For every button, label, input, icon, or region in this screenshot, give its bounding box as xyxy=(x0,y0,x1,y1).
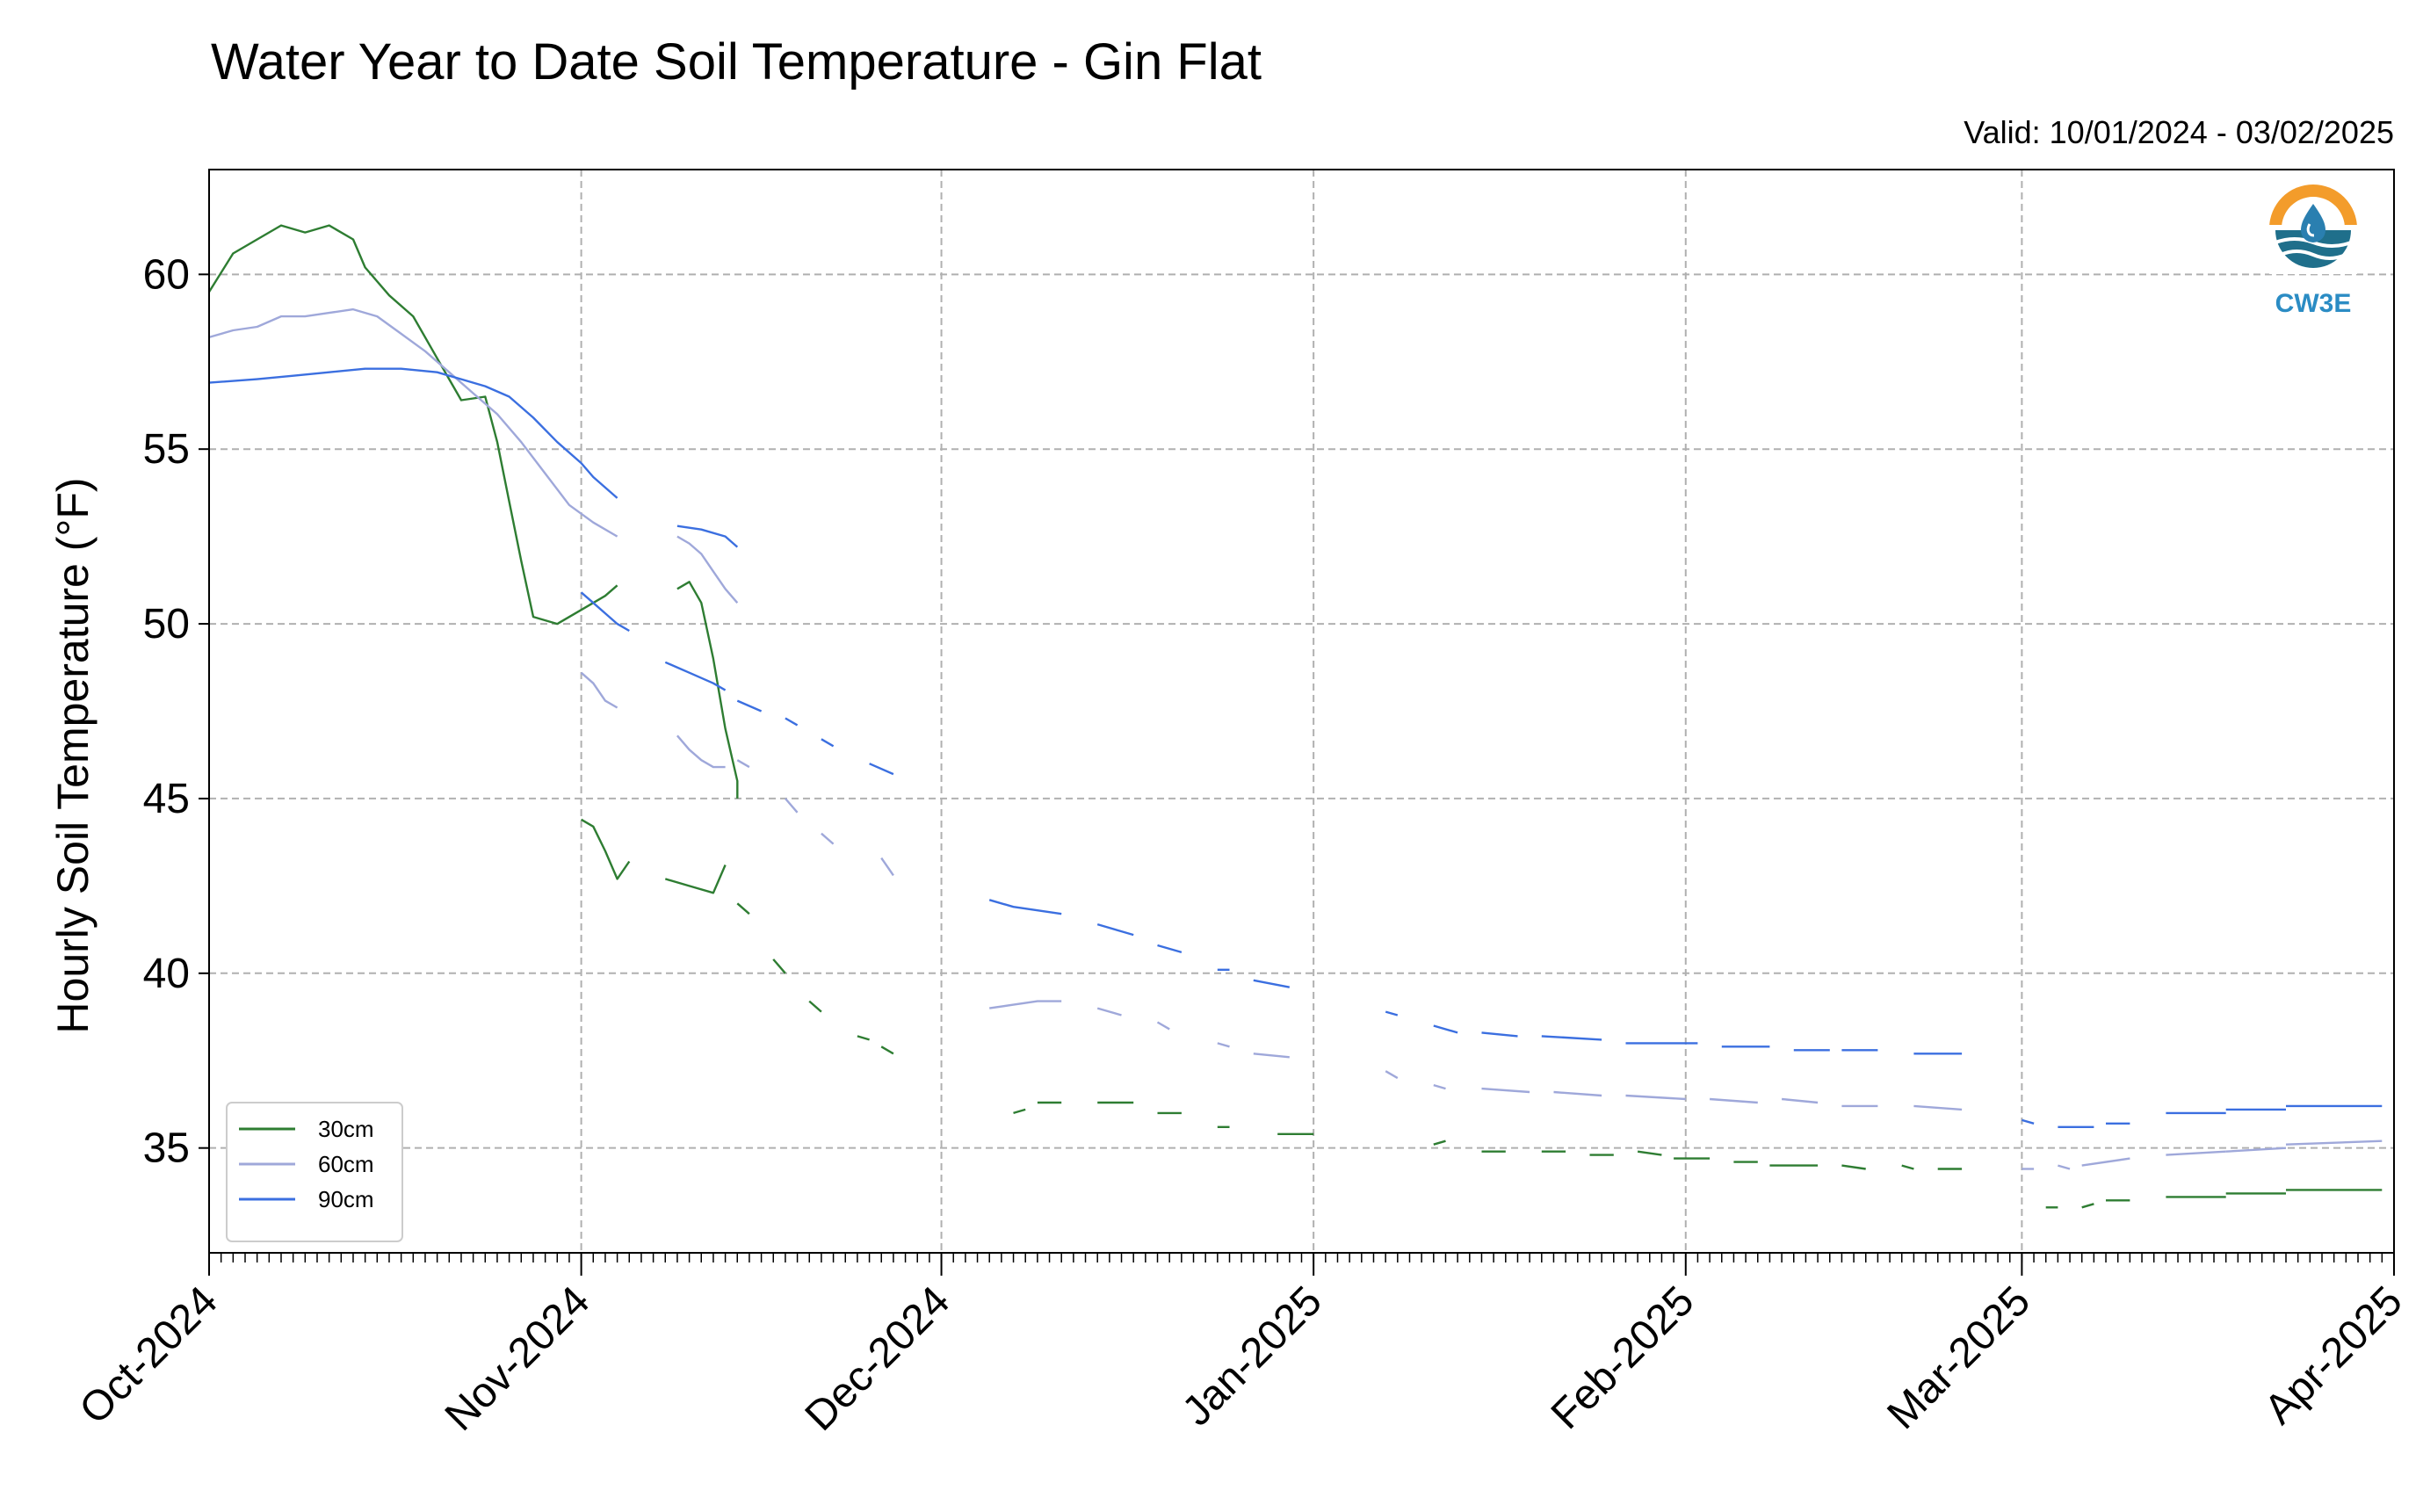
cw3e-logo-text: CW3E xyxy=(2275,289,2352,318)
series-60cm-line xyxy=(676,535,739,604)
series-30cm-line xyxy=(1013,1108,1026,1115)
chart-title: Water Year to Date Soil Temperature - Gi… xyxy=(211,33,1262,90)
y-tick-label: 60 xyxy=(143,251,190,298)
series-60cm-line xyxy=(2285,1139,2383,1146)
cw3e-logo-icon xyxy=(2269,184,2357,274)
series-30cm-line xyxy=(676,581,739,799)
series-60cm-line xyxy=(1481,1087,1530,1094)
series-60cm-line xyxy=(1385,1070,1399,1080)
series-60cm-line xyxy=(821,832,835,845)
x-tick-label: Nov-2024 xyxy=(437,1277,599,1440)
series-90cm-line xyxy=(869,763,894,776)
series-60cm-line xyxy=(580,671,618,709)
series-90cm-line xyxy=(736,699,763,713)
x-tick-label: Dec-2024 xyxy=(797,1277,959,1440)
y-tick-label: 40 xyxy=(143,951,190,997)
series-60cm-line xyxy=(1625,1094,1686,1101)
y-tick-label: 50 xyxy=(143,601,190,647)
series-60cm-line xyxy=(2058,1164,2071,1170)
y-tick-label: 45 xyxy=(143,776,190,822)
series-90cm-line xyxy=(1157,944,1183,954)
series-30cm-line xyxy=(736,902,750,915)
legend-label-60cm: 60cm xyxy=(318,1151,374,1177)
series-60cm-line xyxy=(2225,1147,2287,1153)
series-30cm-line xyxy=(1841,1164,1866,1170)
axis-ticks xyxy=(199,273,2395,1276)
series-60cm-line xyxy=(989,1000,1062,1009)
series-60cm-line xyxy=(208,307,618,538)
series-90cm-line xyxy=(580,591,630,633)
series-30cm-line xyxy=(772,959,786,974)
y-tick-label: 35 xyxy=(143,1125,190,1172)
series-lines xyxy=(207,224,2383,1209)
series-30cm-line xyxy=(580,818,631,880)
series-60cm-line xyxy=(880,857,894,877)
series-30cm-line xyxy=(857,1035,870,1041)
valid-date-range: Valid: 10/01/2024 - 03/02/2025 xyxy=(1964,114,2394,150)
x-tick-label: Oct-2024 xyxy=(71,1277,227,1433)
series-60cm-line xyxy=(736,759,750,769)
legend: 30cm 60cm 90cm xyxy=(226,1102,403,1242)
x-tick-labels: Oct-2024 Nov-2024 Dec-2024 Jan-2025 Feb-2025… xyxy=(71,1277,2412,1440)
series-60cm-line xyxy=(1253,1053,1290,1059)
series-30cm-line xyxy=(880,1045,894,1055)
cw3e-logo: CW3E xyxy=(2269,184,2357,318)
legend-label-90cm: 90cm xyxy=(318,1186,374,1212)
y-tick-labels: 35 40 45 50 55 60 xyxy=(143,251,190,1171)
series-30cm-line xyxy=(808,1000,822,1013)
series-60cm-line xyxy=(2166,1150,2226,1156)
series-60cm-line xyxy=(1433,1083,1446,1090)
series-60cm-line xyxy=(1781,1097,1819,1104)
series-90cm-line xyxy=(1385,1010,1399,1016)
series-60cm xyxy=(208,307,2383,1170)
legend-label-30cm: 30cm xyxy=(318,1116,374,1142)
x-tick-label: Jan-2025 xyxy=(1174,1277,1331,1435)
series-30cm xyxy=(207,224,2383,1209)
series-90cm-line xyxy=(1253,979,1291,988)
series-90cm-line xyxy=(988,899,1062,915)
grid-lines xyxy=(209,170,2394,1253)
series-60cm-line xyxy=(676,734,726,769)
series-60cm-line xyxy=(1156,1021,1170,1031)
series-90cm-line xyxy=(785,717,799,727)
series-90cm-line xyxy=(821,738,835,748)
series-90cm-line xyxy=(208,367,618,499)
series-30cm-line xyxy=(207,224,618,626)
y-tick-label: 55 xyxy=(143,426,190,473)
series-30cm-line xyxy=(2081,1203,2094,1209)
y-axis-label: Hourly Soil Temperature (°F) xyxy=(48,477,98,1033)
series-90cm-line xyxy=(2022,1118,2035,1125)
x-tick-label: Mar-2025 xyxy=(1878,1277,2039,1438)
series-30cm-line xyxy=(1433,1139,1446,1146)
series-60cm-line xyxy=(1553,1090,1602,1097)
series-60cm-line xyxy=(1913,1104,1963,1111)
plot-frame xyxy=(208,169,2395,1254)
series-60cm-line xyxy=(1710,1097,1758,1104)
series-90cm-line xyxy=(1481,1031,1518,1038)
series-30cm-line xyxy=(1637,1150,1662,1156)
series-60cm-line xyxy=(784,798,799,814)
series-90cm xyxy=(208,367,2383,1129)
series-30cm-line xyxy=(1901,1164,1914,1170)
series-30cm-line xyxy=(664,865,727,894)
x-tick-label: Feb-2025 xyxy=(1543,1277,1703,1438)
series-90cm-line xyxy=(1096,922,1134,937)
series-90cm-line xyxy=(676,524,739,548)
series-90cm-line xyxy=(1541,1035,1602,1041)
series-90cm-line xyxy=(664,661,727,691)
legend-box xyxy=(226,1102,403,1242)
series-60cm-line xyxy=(1217,1042,1230,1048)
series-60cm-line xyxy=(1096,1007,1122,1016)
x-tick-label: Apr-2025 xyxy=(2256,1277,2412,1433)
series-90cm-line xyxy=(1433,1024,1458,1034)
series-60cm-line xyxy=(2081,1157,2130,1167)
